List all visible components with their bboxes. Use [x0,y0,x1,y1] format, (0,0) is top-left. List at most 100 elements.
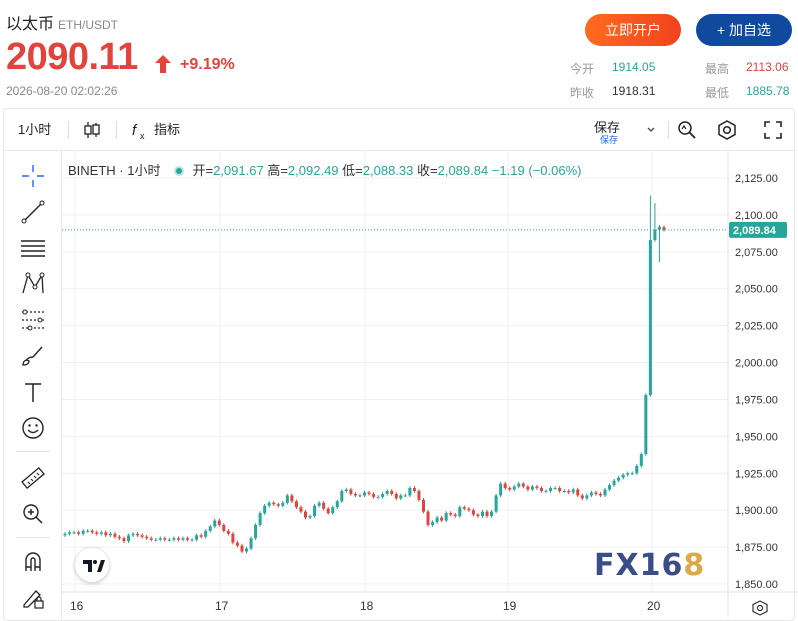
candle-body [149,538,153,540]
candle [186,536,190,542]
crosshair-icon[interactable] [20,163,46,189]
x-tick-label: 19 [503,599,517,613]
candle [381,492,385,499]
add-watchlist-button[interactable]: + 加自选 [696,14,792,46]
brush-icon[interactable] [20,343,46,369]
toolbar-divider [668,121,669,139]
candle [195,533,199,542]
candle [249,536,253,551]
interval-selector[interactable]: 1小时 [18,122,52,137]
candle-body [462,507,466,509]
candle-body [181,538,185,540]
y-tick-label: 1,975.00 [735,394,778,406]
candle [72,530,76,535]
candle [331,505,335,515]
candle [626,471,630,477]
candle [145,534,149,541]
zoom-in-icon[interactable] [20,501,46,527]
candle [648,195,652,397]
candle-body [544,490,548,492]
y-tick-label: 2,125.00 [735,173,778,185]
candle-body [254,524,258,539]
candle-body [421,499,425,512]
quick-search-icon[interactable] [676,119,698,141]
ruler-icon[interactable] [20,465,46,491]
low-label: 最低 [705,86,730,100]
candle [635,464,639,476]
candle [358,493,362,498]
candle-body [249,538,253,549]
candle-type-icon[interactable] [82,120,102,140]
horizontal-lines-icon[interactable] [20,235,46,261]
indicators-button[interactable]: 指标 [154,122,181,137]
candle [585,493,589,501]
watermark-accent: 8 [683,548,706,583]
settings-icon[interactable] [716,119,738,141]
legend-change: −1.19 (−0.06%) [491,163,582,178]
candle-body [562,490,566,492]
pattern-icon[interactable] [20,271,46,297]
candle [458,505,462,518]
candle-body [363,492,366,496]
function-fx-icon[interactable]: f x [130,120,152,142]
candle [136,532,140,538]
magnet-icon[interactable] [20,549,46,575]
candle-body [494,495,498,512]
lock-draw-icon[interactable] [20,585,46,611]
open-value: 1914.05 [612,60,656,74]
chart-settings-icon[interactable] [751,600,769,616]
candle-body [217,520,221,525]
fullscreen-icon[interactable] [762,119,784,141]
chart-toolbar: 1小时 f x 指标 保存 保存 [4,109,794,151]
candle [571,487,575,495]
candle [245,546,249,554]
candle [254,523,258,541]
last-price: 2090.11 [6,36,138,78]
text-tool-icon[interactable] [20,379,46,405]
candle [453,512,457,518]
emoji-icon[interactable] [20,415,46,441]
candle [217,518,221,527]
candle [603,487,607,498]
candle-body [276,504,280,506]
candle-body [299,507,303,512]
legend-symbol[interactable]: BINETH · 1小时 [68,163,161,178]
candle [290,493,294,504]
candle [176,536,180,542]
candle-body [104,532,108,536]
candle [322,501,326,511]
prev-close-value: 1918.31 [612,84,656,98]
trend-line-icon[interactable] [20,199,46,225]
candle-body [467,508,471,511]
candle [449,511,453,517]
candle-body [399,495,403,499]
candle [657,224,661,263]
prediction-tools-icon[interactable] [20,307,46,333]
open-account-button[interactable]: 立即开户 [585,14,681,46]
candle-body [381,493,385,497]
candle-body [195,535,199,540]
candle-body [435,517,439,522]
candle-body [476,514,480,517]
candle [530,484,534,492]
y-tick-label: 2,075.00 [735,247,778,259]
save-button[interactable]: 保存 [594,120,621,135]
candle-body [512,486,516,490]
candle [553,486,557,490]
candle-body [508,488,512,490]
candle [376,495,380,499]
candle-body [621,474,625,478]
candle-body [131,533,135,536]
candle [421,498,425,514]
candle-body [517,483,521,487]
candle [412,486,416,493]
tradingview-logo[interactable] [75,548,109,582]
candle [308,514,312,520]
legend-close-label: 收 [417,163,431,178]
legend-open-label: 开 [192,163,206,178]
y-tick-label: 1,900.00 [735,505,778,517]
chevron-down-icon[interactable] [646,125,656,135]
candle-body [521,483,525,487]
candle [68,530,72,536]
